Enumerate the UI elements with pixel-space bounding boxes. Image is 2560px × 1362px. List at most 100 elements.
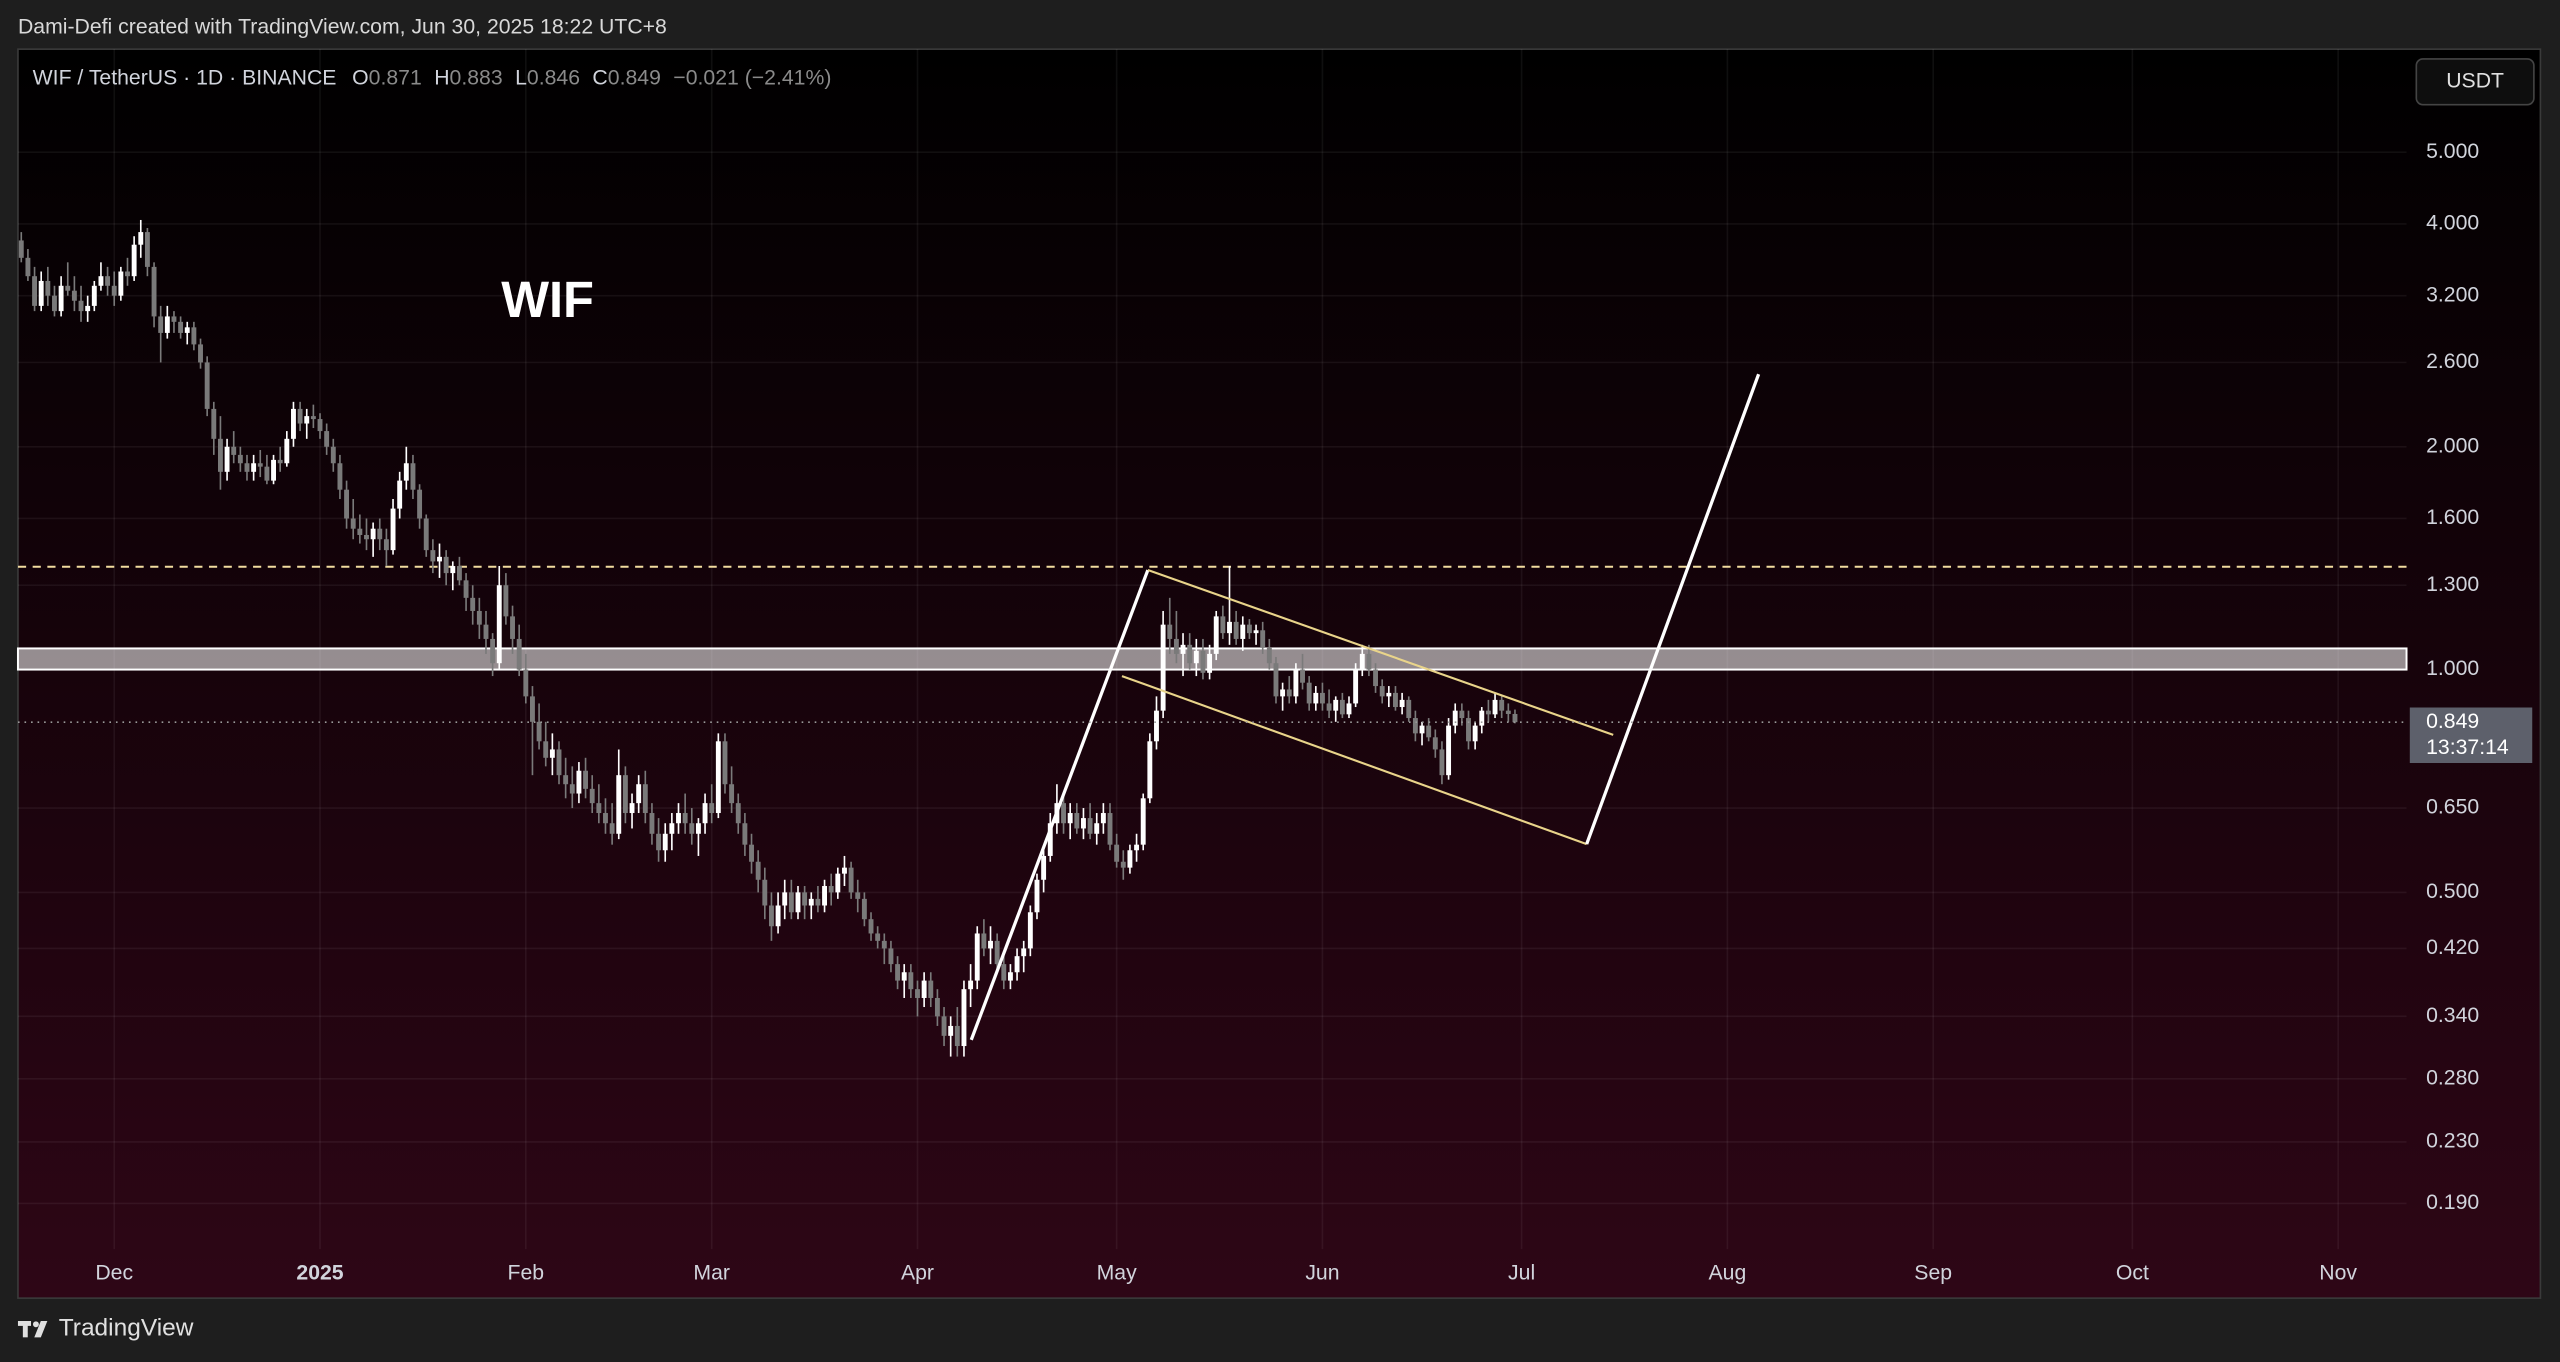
candle-body [1067, 813, 1073, 824]
candle-body [1213, 616, 1219, 654]
candle-body [842, 867, 847, 874]
candle-body [1426, 725, 1432, 738]
candle-body [576, 770, 582, 794]
l-value: 0.846 [527, 66, 580, 89]
candle-body [184, 327, 190, 333]
candle-body [954, 1025, 960, 1047]
candle-body [390, 508, 396, 551]
candle-body [868, 919, 874, 934]
y-tick-label: 4.000 [2426, 212, 2479, 235]
candle-body [881, 940, 887, 949]
candle-body [264, 466, 270, 481]
candle-body [1220, 616, 1226, 634]
candle-body [1479, 710, 1485, 726]
candle-body [1187, 644, 1193, 664]
o-letter: O [352, 66, 369, 89]
candle-body [1193, 650, 1199, 664]
candle-body [669, 823, 675, 834]
candle-body [158, 316, 164, 333]
trend-line [969, 569, 1150, 1041]
currency-label[interactable]: USDT [2446, 69, 2504, 92]
candle-body [848, 867, 854, 893]
candle-body [695, 823, 701, 834]
candle-body [1466, 718, 1471, 742]
candle-body [38, 280, 44, 306]
currency-button[interactable] [2415, 58, 2535, 106]
candle-body [91, 285, 97, 306]
candle-body [589, 788, 595, 804]
x-tick-label: Jul [1508, 1261, 1535, 1284]
candle-body [377, 528, 383, 540]
candle-body [1319, 692, 1325, 704]
candle-body [981, 933, 987, 949]
candle-body [1240, 624, 1246, 639]
candle-body [1499, 699, 1505, 711]
candle-body [1393, 692, 1398, 708]
candle-body [1001, 964, 1007, 981]
candle-body [1286, 689, 1292, 697]
candle-body [689, 823, 695, 834]
candle-body [237, 454, 243, 464]
candle-body [291, 408, 296, 439]
candle-body [968, 980, 974, 990]
candle-body [735, 803, 741, 824]
candle-body [1134, 844, 1140, 851]
candle-body [563, 775, 569, 785]
candle-body [417, 489, 423, 519]
candle-body [596, 803, 602, 814]
candle-body [1107, 813, 1113, 845]
candle-body [98, 276, 104, 286]
candle-body [861, 898, 867, 920]
candle-body [616, 775, 622, 834]
change: −0.021 (−2.41%) [673, 66, 831, 89]
candle-body [702, 803, 708, 824]
candle-body [908, 972, 914, 990]
candle-body [1432, 737, 1438, 750]
candle-body [662, 833, 668, 851]
candle-body [802, 892, 808, 906]
candle-body [1200, 650, 1206, 673]
candle-body [1127, 850, 1133, 868]
candle-body [470, 597, 476, 611]
candle-body [1266, 647, 1272, 664]
candle-body [755, 861, 761, 880]
candle-body [895, 964, 901, 981]
candle-body [583, 770, 589, 789]
candle-body [483, 624, 489, 639]
candle-body [795, 892, 801, 913]
candle-body [510, 616, 515, 639]
credit: Dami-Defi created with TradingView.com, … [18, 16, 667, 39]
candle-body [244, 463, 250, 472]
price-label: 0.849 [2426, 710, 2479, 733]
candle-body [1260, 630, 1266, 648]
candle-body [198, 344, 203, 363]
tv-logo [17, 1321, 48, 1338]
candle-body [629, 803, 635, 814]
candle-body [430, 550, 436, 562]
candle-body [204, 362, 210, 409]
candle-body [476, 610, 482, 625]
y-tick-label: 0.650 [2426, 796, 2479, 819]
candle-body [1120, 861, 1126, 868]
candle-body [1366, 653, 1372, 670]
candle-body [304, 416, 310, 424]
c-value: 0.849 [608, 66, 661, 89]
candle-body [211, 408, 217, 439]
candle-body [231, 446, 237, 455]
candle-body [111, 285, 117, 296]
candle-body [1160, 624, 1166, 711]
candle-body [310, 416, 316, 420]
candle-body [988, 940, 993, 949]
candle-body [516, 638, 522, 670]
candle-body [603, 813, 608, 824]
candle-body [1087, 818, 1093, 834]
candle-body [1386, 692, 1392, 697]
candle-body [788, 892, 794, 913]
candle-body [1485, 710, 1491, 715]
candle-body [642, 784, 648, 814]
candle-body [105, 276, 111, 286]
candle-body [58, 285, 64, 312]
price-box [2409, 707, 2533, 764]
candle-body [729, 784, 735, 804]
